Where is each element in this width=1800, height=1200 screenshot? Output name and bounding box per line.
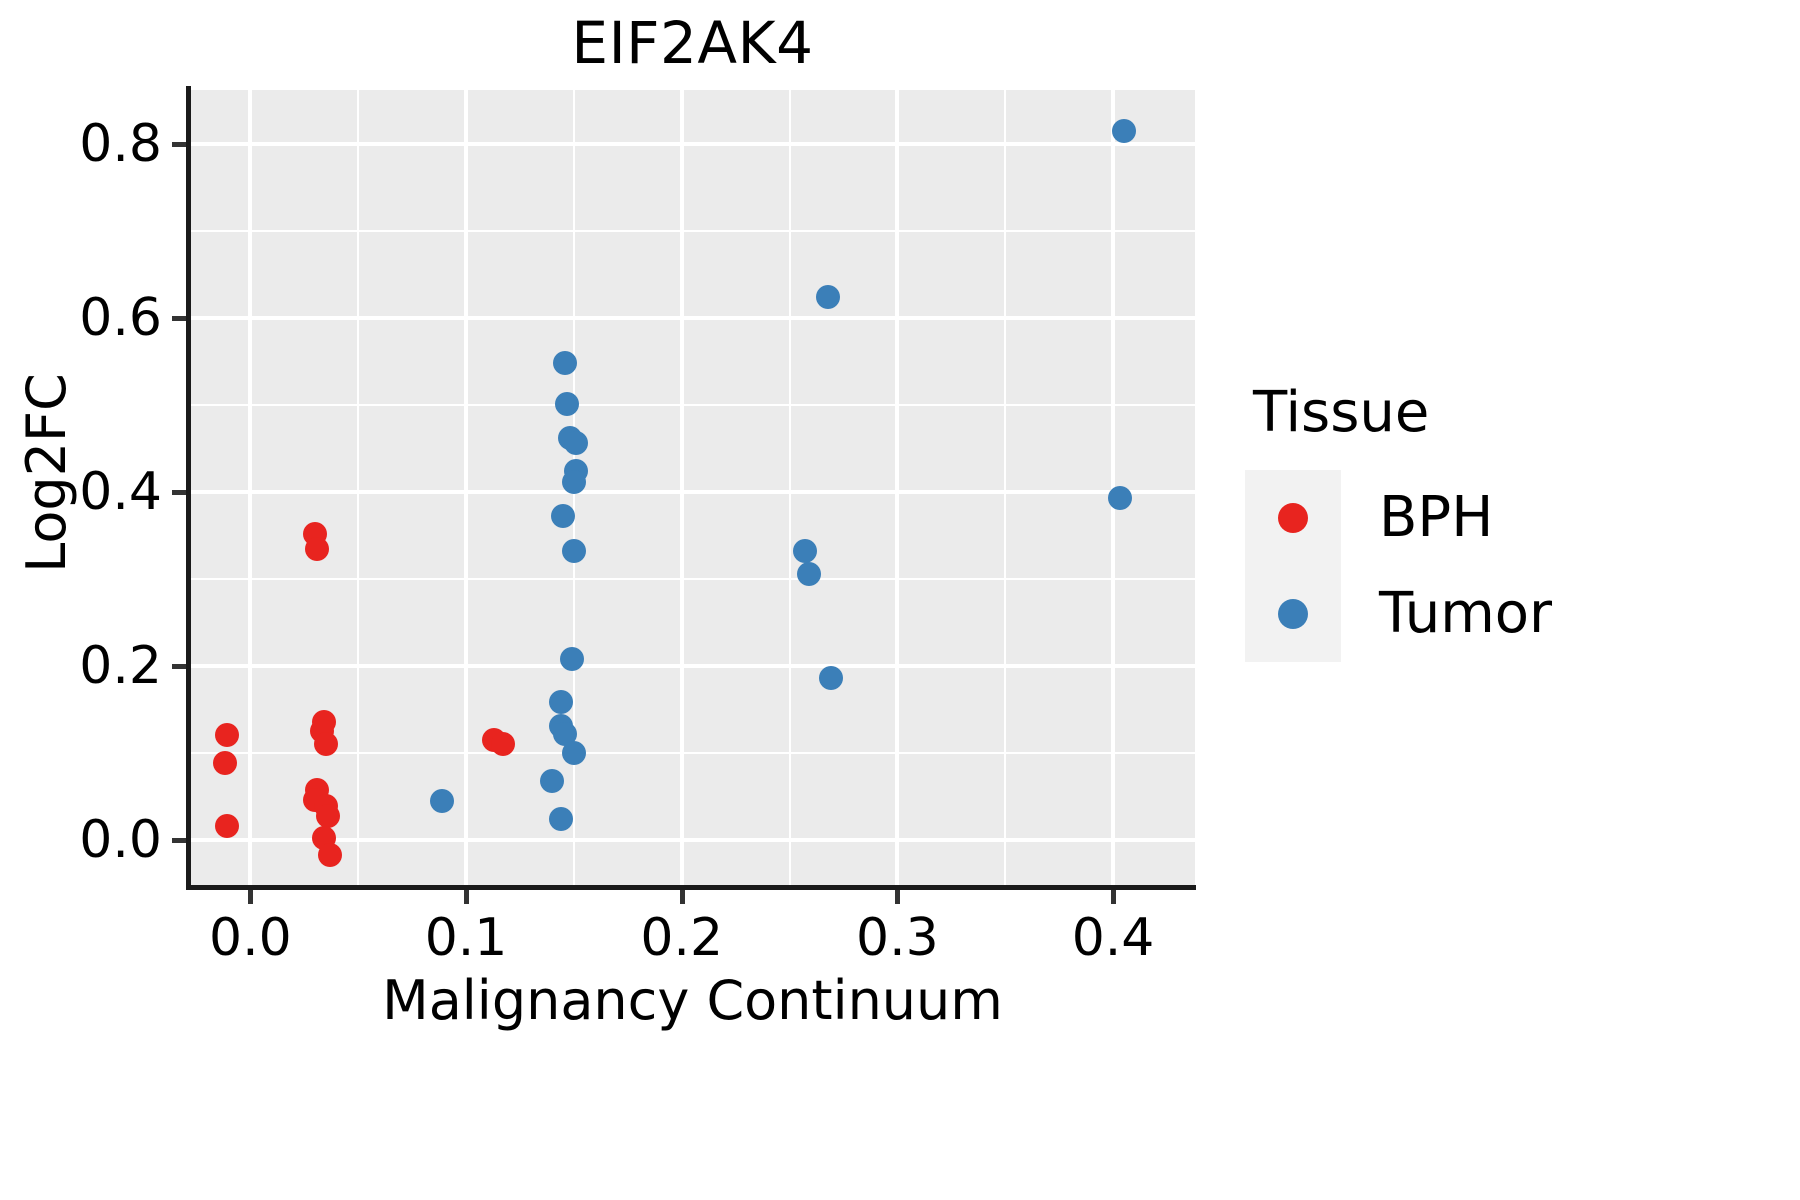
y-tick-label: 0.0 (79, 809, 162, 870)
gridline-minor-vertical (788, 90, 791, 885)
legend-item-bph[interactable]: BPH (1245, 470, 1765, 566)
page-title: EIF2AK4 (571, 9, 814, 77)
x-tick-mark (1111, 890, 1117, 904)
data-point-tumor (796, 562, 821, 587)
data-point-bph (214, 723, 239, 748)
data-point-tumor (548, 806, 573, 831)
gridline-minor-vertical (1004, 90, 1007, 885)
legend-key-swatch (1245, 470, 1341, 566)
data-point-bph (316, 804, 341, 829)
legend-title: Tissue (1253, 380, 1430, 445)
gridline-major-horizontal (190, 489, 1195, 494)
data-point-tumor (1107, 485, 1132, 510)
y-tick-mark (172, 141, 186, 147)
y-tick-label: 0.2 (79, 635, 162, 696)
legend-dot-icon (1278, 599, 1308, 629)
data-point-tumor (816, 285, 841, 309)
gridline-minor-horizontal (190, 403, 1195, 406)
legend-dot-icon (1278, 503, 1308, 533)
x-tick-label: 0.4 (1071, 908, 1155, 968)
data-point-tumor (561, 740, 586, 765)
data-point-tumor (559, 646, 584, 671)
x-tick-mark (679, 890, 685, 904)
y-tick-mark (172, 663, 186, 669)
x-tick-label: 0.2 (640, 908, 724, 968)
legend-items: BPH Tumor (1245, 470, 1765, 662)
x-tick-label: 0.3 (856, 908, 939, 968)
x-tick-mark (464, 890, 470, 904)
x-tick-mark (248, 890, 254, 904)
legend-item-label: BPH (1379, 485, 1494, 550)
gridline-major-vertical (895, 90, 900, 885)
y-tick-label: 0.4 (79, 461, 162, 522)
gridline-minor-horizontal (190, 229, 1195, 232)
data-point-tumor (1111, 118, 1136, 143)
legend-item-tumor[interactable]: Tumor (1245, 566, 1765, 662)
y-tick-label: 0.6 (79, 287, 162, 348)
data-point-bph (318, 843, 343, 868)
gridline-major-horizontal (190, 141, 1195, 146)
data-point-tumor (555, 391, 580, 416)
x-tick-label: 0.0 (209, 908, 292, 968)
x-tick-mark (895, 890, 901, 904)
gridline-major-horizontal (190, 315, 1195, 320)
y-axis-line (186, 86, 191, 889)
gridline-major-horizontal (190, 663, 1195, 668)
data-point-tumor (561, 538, 586, 563)
x-axis-line (186, 885, 1196, 890)
gridline-major-vertical (679, 90, 684, 885)
y-tick-mark (172, 315, 186, 321)
legend: Tissue BPH Tumor (1245, 378, 1765, 662)
x-tick-label: 0.1 (424, 908, 508, 968)
data-point-tumor (818, 665, 843, 690)
y-tick-mark (172, 489, 186, 495)
data-point-bph (490, 732, 515, 757)
y-tick-label: 0.8 (79, 113, 162, 174)
plot-panel (190, 90, 1195, 885)
x-axis-title: Malignancy Continuum (382, 969, 1003, 1032)
data-point-tumor (561, 470, 586, 495)
legend-item-label: Tumor (1379, 581, 1553, 646)
gridline-major-vertical (248, 90, 253, 885)
gridline-minor-horizontal (190, 577, 1195, 580)
data-point-bph (212, 751, 237, 776)
data-point-bph (214, 813, 239, 838)
data-point-tumor (553, 351, 578, 376)
gridline-minor-horizontal (190, 751, 1195, 754)
y-axis-title: Log2FC (15, 373, 78, 573)
legend-key-swatch (1245, 566, 1341, 662)
data-point-tumor (430, 789, 455, 814)
gridline-major-horizontal (190, 837, 1195, 842)
data-point-tumor (548, 690, 573, 715)
data-point-bph (313, 732, 338, 757)
data-point-tumor (540, 769, 565, 794)
y-tick-mark (172, 837, 186, 843)
data-point-tumor (551, 504, 576, 529)
gridline-minor-vertical (357, 90, 360, 885)
data-point-bph (305, 537, 330, 562)
gridline-major-vertical (464, 90, 469, 885)
data-point-tumor (564, 431, 589, 456)
data-point-tumor (792, 538, 817, 563)
